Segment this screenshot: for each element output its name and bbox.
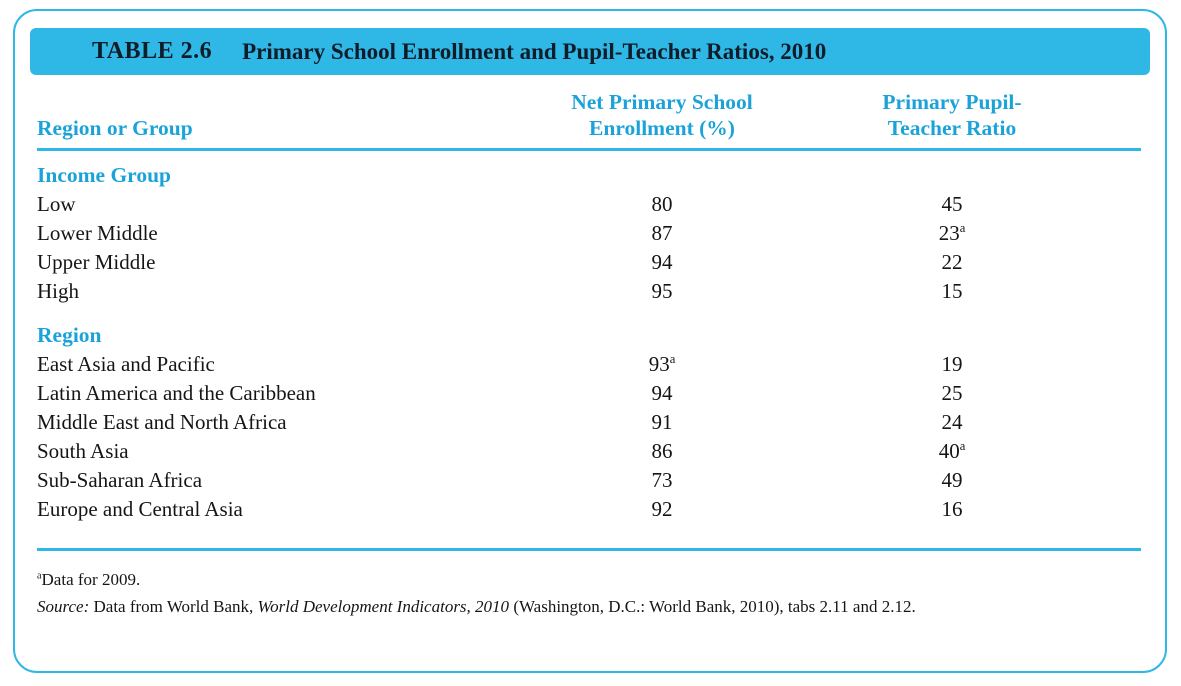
enrollment-number: 80 <box>651 192 673 216</box>
ratio-value: 16 <box>787 495 1117 524</box>
column-header-row: Region or Group Net Primary School Enrol… <box>37 89 1141 141</box>
enrollment-value: 94 <box>537 379 787 408</box>
section-heading-region: Region <box>37 323 102 347</box>
ratio-value: 24 <box>787 408 1117 437</box>
enrollment-number: 92 <box>651 497 673 521</box>
ratio-number: 19 <box>941 352 963 376</box>
header-divider <box>37 148 1141 151</box>
table-body: Region or Group Net Primary School Enrol… <box>15 89 1165 620</box>
ratio-value: 15 <box>787 277 1117 306</box>
row-label: South Asia <box>37 439 129 463</box>
table-number: TABLE 2.6 <box>92 38 213 64</box>
table-row: Europe and Central Asia 92 16 <box>37 495 1141 524</box>
enrollment-value: 80 <box>537 190 787 219</box>
row-label: Upper Middle <box>37 250 156 274</box>
enrollment-value: 91 <box>537 408 787 437</box>
enrollment-value: 86 <box>537 437 787 466</box>
row-label: Low <box>37 192 76 216</box>
ratio-number: 40 <box>938 439 960 463</box>
enrollment-value: 73 <box>537 466 787 495</box>
ratio-number: 22 <box>941 250 963 274</box>
table-row: Low 80 45 <box>37 190 1141 219</box>
ratio-number: 15 <box>941 279 963 303</box>
enrollment-number: 94 <box>651 250 673 274</box>
ratio-superscript: a <box>959 439 966 453</box>
enrollment-number: 94 <box>651 381 673 405</box>
column-header-ratio-line1: Primary Pupil- <box>882 90 1022 114</box>
enrollment-number: 86 <box>651 439 673 463</box>
ratio-number: 45 <box>941 192 963 216</box>
ratio-number: 23 <box>938 221 960 245</box>
source-line: Source: Data from World Bank, World Deve… <box>37 593 1141 620</box>
ratio-value: 22 <box>787 248 1117 277</box>
footnote-divider <box>37 548 1141 551</box>
row-label: Middle East and North Africa <box>37 410 287 434</box>
enrollment-value: 94 <box>537 248 787 277</box>
table-row: High 95 15 <box>37 277 1141 306</box>
enrollment-value: 95 <box>537 277 787 306</box>
source-label: Source: <box>37 597 90 616</box>
ratio-number: 16 <box>941 497 963 521</box>
column-header-enrollment-line1: Net Primary School <box>571 90 753 114</box>
enrollment-value: 93a <box>537 350 787 379</box>
enrollment-number: 91 <box>651 410 673 434</box>
table-title: Primary School Enrollment and Pupil-Teac… <box>242 38 827 64</box>
ratio-number: 49 <box>941 468 963 492</box>
row-label: East Asia and Pacific <box>37 352 215 376</box>
footnotes: aData for 2009. Source: Data from World … <box>37 551 1141 620</box>
ratio-value: 19 <box>787 350 1117 379</box>
enrollment-value: 87 <box>537 219 787 248</box>
enrollment-number: 95 <box>651 279 673 303</box>
table-row: Upper Middle 94 22 <box>37 248 1141 277</box>
ratio-superscript: a <box>959 221 966 235</box>
row-label: High <box>37 279 79 303</box>
enrollment-number: 93 <box>648 352 670 376</box>
ratio-value: 45 <box>787 190 1117 219</box>
table-row: Latin America and the Caribbean 94 25 <box>37 379 1141 408</box>
column-header-enrollment: Net Primary School Enrollment (%) <box>537 89 787 141</box>
row-label: Latin America and the Caribbean <box>37 381 316 405</box>
ratio-value: 23a <box>787 219 1117 248</box>
footnote-text: Data for 2009. <box>41 570 141 589</box>
footnote-a: aData for 2009. <box>37 566 1141 593</box>
column-header-ratio-line2: Teacher Ratio <box>887 116 1017 140</box>
footnote-superscript: a <box>37 570 42 582</box>
ratio-value: 49 <box>787 466 1117 495</box>
source-text-1: Data from World Bank, <box>89 597 258 616</box>
column-header-ratio: Primary Pupil- Teacher Ratio <box>787 89 1117 141</box>
source-text-2: (Washington, D.C.: World Bank, 2010), ta… <box>509 597 916 616</box>
table-title-bar: TABLE 2.6 Primary School Enrollment and … <box>30 28 1150 75</box>
table-row: South Asia 86 40a <box>37 437 1141 466</box>
column-header-region: Region or Group <box>37 116 193 140</box>
enrollment-superscript: a <box>669 352 676 366</box>
section-heading-income-group: Income Group <box>37 163 171 187</box>
source-italic-title: World Development Indicators, 2010 <box>257 597 510 616</box>
column-header-enrollment-line2: Enrollment (%) <box>589 116 735 140</box>
table-row: Sub-Saharan Africa 73 49 <box>37 466 1141 495</box>
ratio-number: 24 <box>941 410 963 434</box>
table-row: Middle East and North Africa 91 24 <box>37 408 1141 437</box>
table-card: TABLE 2.6 Primary School Enrollment and … <box>13 9 1167 673</box>
ratio-value: 25 <box>787 379 1117 408</box>
enrollment-value: 92 <box>537 495 787 524</box>
row-label: Sub-Saharan Africa <box>37 468 203 492</box>
ratio-value: 40a <box>787 437 1117 466</box>
enrollment-number: 73 <box>651 468 673 492</box>
table-row: Lower Middle 87 23a <box>37 219 1141 248</box>
table-row: East Asia and Pacific 93a 19 <box>37 350 1141 379</box>
enrollment-number: 87 <box>651 221 673 245</box>
row-label: Europe and Central Asia <box>37 497 243 521</box>
row-label: Lower Middle <box>37 221 158 245</box>
ratio-number: 25 <box>941 381 963 405</box>
